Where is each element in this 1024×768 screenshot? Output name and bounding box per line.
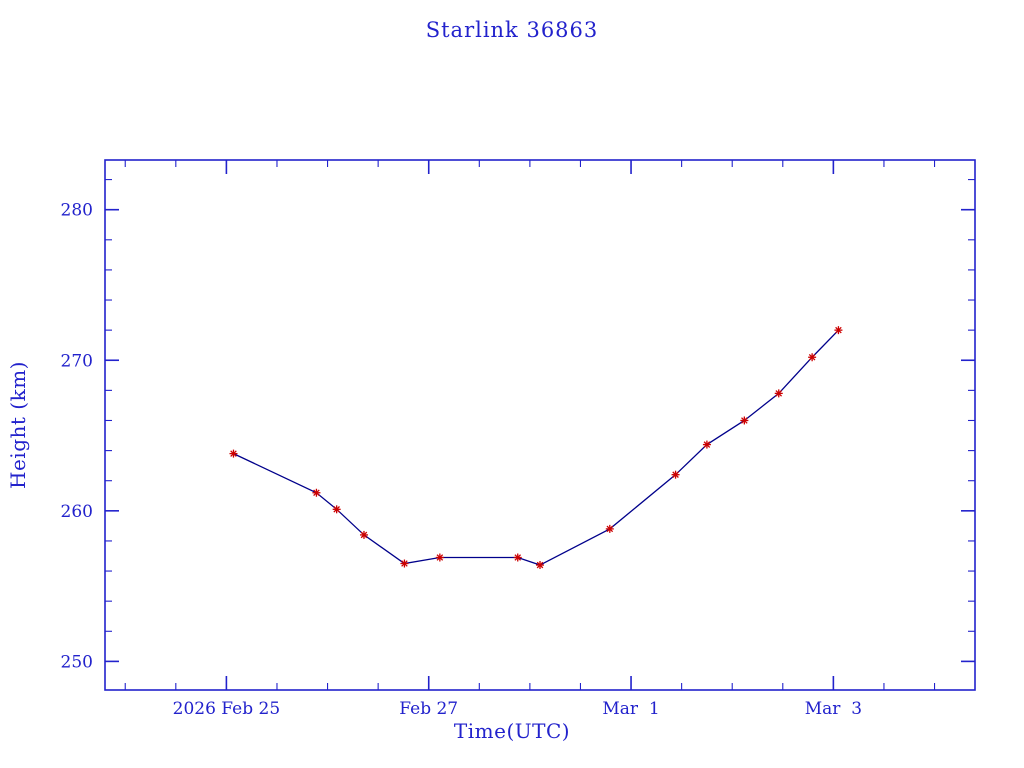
data-point-marker [835,326,842,334]
x-tick-label: Mar 3 [805,699,862,719]
plot-frame [104,159,976,691]
data-point-marker [606,525,614,533]
y-tick-label: 280 [61,201,93,221]
height-data-line [233,329,839,566]
data-point-marker [741,417,748,424]
data-point-marker [775,390,783,397]
data-point-marker [436,554,444,561]
y-tick-label: 260 [61,502,93,522]
y-tick-label: 270 [61,351,93,371]
data-point-marker [360,531,368,539]
data-point-marker [333,506,340,513]
data-point-marker [514,554,522,561]
data-point-marker [230,450,237,457]
data-point-marker [808,353,816,361]
x-axis-label: Time(UTC) [453,719,571,743]
data-point-marker [672,471,679,478]
data-point-marker [401,560,408,567]
data-point-marker [536,561,544,569]
data-point-marker [703,441,711,448]
x-tick-label: 2026 Feb 25 [173,699,281,719]
x-tick-label: Mar 1 [602,699,659,719]
y-tick-label: 250 [61,652,93,672]
chart-title: Starlink 36863 [425,18,599,42]
x-tick-label: Feb 27 [399,699,458,719]
data-point-marker [313,489,320,497]
